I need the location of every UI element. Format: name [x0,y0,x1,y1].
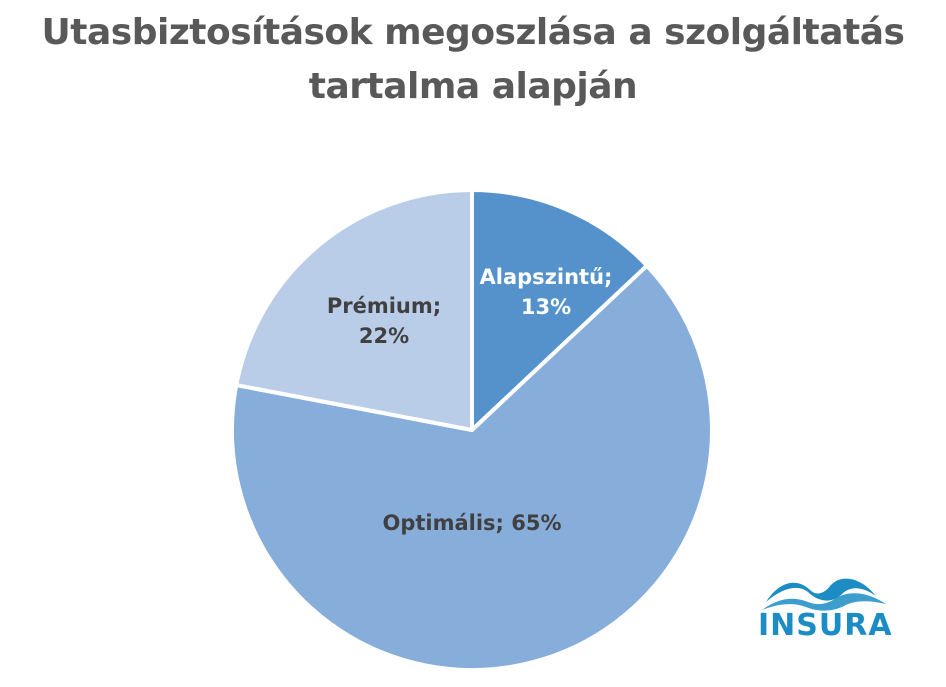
pie-slice-alapszintű [470,188,649,432]
chart-title: Utasbiztosítások megoszlása a szolgáltat… [41,12,905,107]
data-label-optimális: Optimális; 65% [382,511,561,535]
pie-slice-optimális [230,263,714,672]
wave-icon [762,578,886,611]
data-label-prémium: Prémium; 22% [327,294,441,348]
pie-slice-prémium [234,188,474,432]
logo-text: INSURA [758,608,893,643]
data-label-alapszintű: Alapszintű; 13% [480,265,613,319]
insura-logo: INSURA [758,572,898,652]
